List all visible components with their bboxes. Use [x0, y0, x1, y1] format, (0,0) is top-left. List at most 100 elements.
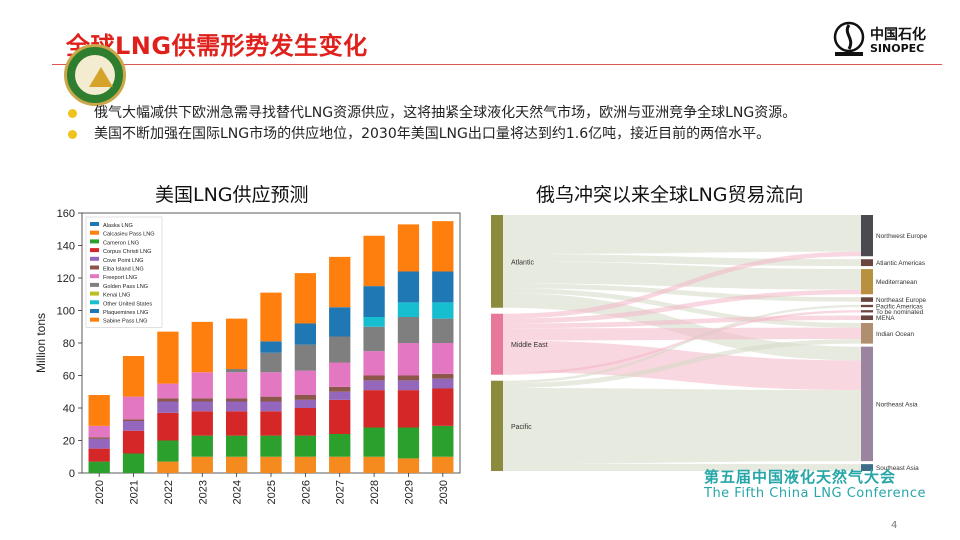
bullet-text: 美国不断加强在国际LNG市场的供应地位，2030年美国LNG出口量将达到约1.6…: [94, 126, 771, 142]
bar-segment: [225, 411, 248, 436]
bar-segment: [157, 398, 179, 402]
legend-label: Alaska LNG: [103, 223, 133, 229]
bullet-item: 美国不断加强在国际LNG市场的供应地位，2030年美国LNG出口量将达到约1.6…: [66, 124, 946, 145]
bar-segment: [88, 395, 110, 426]
sankey-target-node: [861, 297, 873, 302]
bar-segment: [294, 435, 317, 457]
bar-segment: [191, 321, 213, 373]
sankey-flow: [503, 463, 861, 471]
legend-swatch: [90, 317, 99, 322]
lng-trade-flow-sankey: Atlantic Middle East Pacific Northwest Euro…: [491, 215, 928, 472]
y-tick-label: 80: [63, 338, 75, 350]
bullet-dot-icon: [68, 130, 77, 139]
bar-segment: [363, 375, 385, 381]
x-tick-label: 2029: [403, 480, 415, 504]
bar-segment: [122, 419, 145, 421]
conference-name-cn: 第五届中国液化天然气大会: [704, 468, 897, 486]
y-tick-label: 120: [57, 273, 75, 285]
sankey-target-label: Indian Ocean: [876, 331, 914, 338]
sankey-source-node: [491, 313, 503, 375]
legend-swatch: [90, 248, 99, 253]
bar-segment: [260, 292, 282, 342]
legend-label: Cameron LNG: [103, 240, 139, 246]
sankey-flow: [503, 339, 861, 389]
bar-segment: [88, 448, 110, 462]
bar-segment: [432, 388, 454, 426]
bar-segment: [157, 412, 179, 441]
y-tick-label: 40: [63, 403, 75, 415]
bar-segment: [397, 224, 420, 272]
legend-label: Elba Island LNG: [103, 267, 144, 273]
sankey-flow: [503, 251, 861, 319]
bar-segment: [294, 399, 317, 408]
sankey-flow: [503, 327, 861, 341]
sankey-target-node: [861, 269, 873, 295]
bar-segment: [363, 326, 385, 352]
bar-segment: [260, 352, 282, 373]
sankey-target-label: Northeast Europe: [876, 297, 927, 304]
bar-segment: [432, 221, 454, 272]
bar-segment: [191, 401, 213, 412]
bar-segment: [432, 271, 454, 303]
logo-chinese-text: 中国石化: [870, 27, 926, 43]
legend-swatch: [90, 256, 99, 261]
sankey-target-label: To be nominated: [876, 309, 924, 316]
sankey-target-node: [861, 464, 873, 471]
legend-swatch: [90, 282, 99, 287]
bar-segment: [294, 370, 317, 395]
sankey-flow: [503, 388, 861, 464]
y-tick-label: 60: [63, 371, 75, 383]
bar-segment: [363, 390, 385, 428]
sankey-target-label: Pacific Americas: [876, 304, 923, 311]
y-tick-label: 100: [57, 306, 75, 318]
bar-segment: [122, 421, 145, 431]
legend-label: Cove Point LNG: [103, 258, 143, 264]
bar-segment: [397, 427, 420, 459]
conference-name-en: The Fifth China LNG Conference: [704, 486, 926, 501]
sankey-target-node: [861, 315, 873, 321]
sinopec-mark-icon: [833, 21, 865, 56]
bar-segment: [260, 341, 282, 353]
bar-segment: [329, 399, 351, 434]
bar-segment: [260, 411, 282, 436]
bar-segment: [225, 456, 248, 473]
x-tick-label: 2024: [232, 480, 244, 504]
bar-segment: [294, 273, 317, 324]
bar-segment: [329, 456, 351, 473]
sankey-chart-subtitle: 俄乌冲突以来全球LNG贸易流向: [536, 184, 804, 206]
bar-segment: [260, 372, 282, 397]
legend-label: Other United States: [103, 301, 152, 307]
bullet-item: 俄气大幅减供下欧洲急需寻找替代LNG资源供应，这将抽紧全球液化天然气市场，欧洲与…: [66, 103, 946, 124]
sankey-source-node: [491, 380, 503, 471]
sankey-target-node: [861, 310, 873, 313]
legend-swatch: [90, 309, 99, 313]
bar-segment: [157, 401, 179, 413]
x-tick-label: 2020: [94, 480, 106, 504]
sankey-target-node: [861, 323, 873, 344]
x-tick-label: 2025: [266, 480, 278, 504]
bar-segment: [88, 437, 110, 439]
bar-segment: [432, 343, 454, 374]
bar-segment: [157, 440, 179, 462]
sankey-source-node: [491, 215, 503, 308]
y-axis-label: Million tons: [34, 313, 48, 373]
bar-segment: [260, 396, 282, 402]
bar-segment: [88, 461, 110, 473]
bar-segment: [191, 398, 213, 402]
bar-segment: [157, 383, 179, 399]
bar-segment: [294, 395, 317, 400]
bar-segment: [329, 362, 351, 387]
sankey-flow: [503, 304, 861, 384]
bar-segment: [225, 369, 248, 373]
sankey-target-node: [861, 304, 873, 308]
x-tick-label: 2022: [163, 480, 175, 504]
bar-segment: [363, 380, 385, 391]
bar-segment: [363, 317, 385, 327]
sankey-target-label: Northeast Asia: [876, 401, 918, 408]
bar-segment: [363, 286, 385, 317]
sankey-flow: [503, 261, 861, 290]
bar-segment: [157, 331, 179, 384]
x-tick-label: 2021: [129, 480, 141, 504]
bar-chart-subtitle: 美国LNG供应预测: [155, 184, 309, 206]
bar-segment: [329, 386, 351, 392]
